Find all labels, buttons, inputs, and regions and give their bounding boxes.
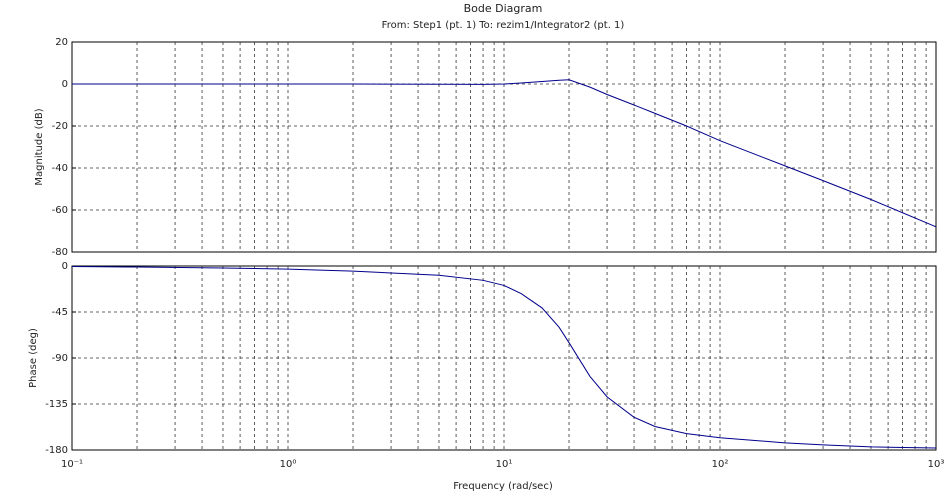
data-line bbox=[72, 79, 937, 228]
y-tick-label: 0 bbox=[62, 79, 68, 90]
x-tick-label: 10⁻¹ bbox=[61, 459, 83, 470]
y-tick-label: -45 bbox=[52, 307, 68, 318]
y-tick-label: -60 bbox=[52, 205, 68, 216]
x-tick-label: 10¹ bbox=[496, 459, 513, 470]
y-tick-label: -40 bbox=[52, 163, 68, 174]
y-tick-label: -180 bbox=[45, 445, 68, 456]
y-axis-label: Phase (deg) bbox=[28, 328, 39, 388]
x-tick-label: 10³ bbox=[928, 459, 945, 470]
y-axis-label: Magnitude (dB) bbox=[34, 108, 45, 185]
x-axis-label: Frequency (rad/sec) bbox=[453, 481, 553, 492]
y-tick-label: 20 bbox=[55, 37, 68, 48]
y-tick-label: -20 bbox=[52, 121, 68, 132]
y-tick-label: -135 bbox=[45, 399, 68, 410]
chart-title: Bode Diagram bbox=[464, 2, 543, 15]
y-tick-label: 0 bbox=[62, 261, 68, 272]
x-tick-label: 10⁰ bbox=[280, 459, 297, 470]
x-tick-label: 10² bbox=[712, 459, 729, 470]
chart-subtitle: From: Step1 (pt. 1) To: rezim1/Integrato… bbox=[382, 20, 625, 31]
y-tick-label: -80 bbox=[52, 247, 68, 258]
data-line bbox=[71, 266, 937, 449]
y-tick-label: -90 bbox=[52, 353, 68, 364]
